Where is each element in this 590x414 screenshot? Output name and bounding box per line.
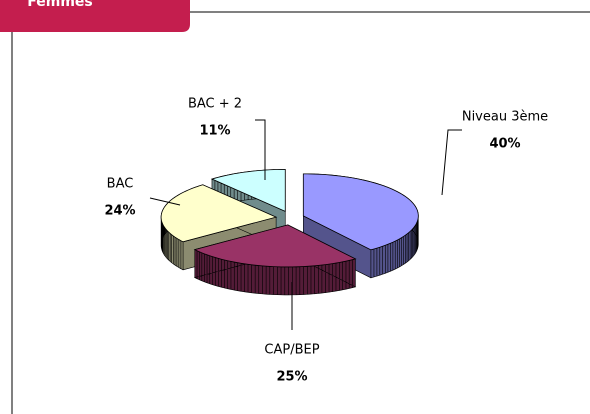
slice bbox=[302, 173, 419, 251]
slice-value-label: 11% bbox=[199, 124, 230, 139]
slice-value-label: 25% bbox=[276, 370, 307, 385]
slice-label: BAC + 2 bbox=[188, 97, 242, 112]
tab bbox=[0, 0, 190, 32]
leader bbox=[149, 197, 181, 206]
leader bbox=[255, 119, 266, 180]
slice-label: BAC bbox=[107, 177, 134, 192]
pie bbox=[160, 169, 419, 296]
tab-title: Femmes bbox=[27, 0, 93, 10]
slice-value-label: 40% bbox=[489, 137, 520, 152]
slice bbox=[160, 184, 278, 243]
leader bbox=[441, 129, 462, 196]
slice-label: CAP/BEP bbox=[264, 343, 319, 358]
slice-value-label: 24% bbox=[104, 204, 135, 219]
slice bbox=[210, 169, 286, 213]
slice-label: Niveau 3ème bbox=[462, 110, 548, 125]
slice bbox=[193, 224, 357, 268]
